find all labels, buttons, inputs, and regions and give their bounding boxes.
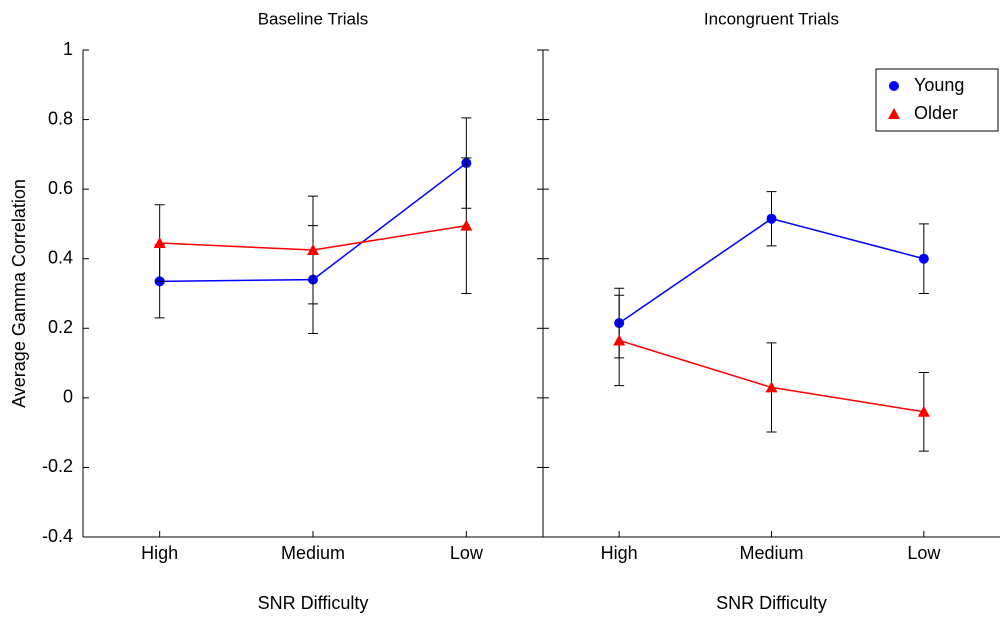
legend-label: Older <box>914 103 958 123</box>
x-axis-label: SNR Difficulty <box>716 593 827 613</box>
marker <box>460 219 473 231</box>
y-tick-label: 0 <box>63 387 73 407</box>
legend-label: Young <box>914 75 964 95</box>
y-tick-label: 0.8 <box>48 108 73 128</box>
y-tick-label: 0.2 <box>48 317 73 337</box>
y-axis-label: Average Gamma Correlation <box>9 179 29 408</box>
x-tick-label: High <box>141 543 178 563</box>
marker <box>613 334 626 346</box>
marker <box>889 81 899 91</box>
marker <box>888 108 900 119</box>
x-tick-label: Low <box>450 543 484 563</box>
x-axis-label: SNR Difficulty <box>258 593 369 613</box>
y-tick-label: 0.4 <box>48 247 73 267</box>
y-tick-label: -0.2 <box>42 456 73 476</box>
marker <box>766 213 777 224</box>
panel-title: Baseline Trials <box>258 9 369 28</box>
x-tick-label: Medium <box>281 543 345 563</box>
x-tick-label: High <box>601 543 638 563</box>
x-tick-label: Medium <box>739 543 803 563</box>
legend-box <box>875 68 999 132</box>
marker <box>153 237 166 249</box>
marker <box>307 244 319 256</box>
y-tick-label: 1 <box>63 39 73 59</box>
x-tick-label: Low <box>907 543 941 563</box>
panel-title: Incongruent Trials <box>704 9 839 28</box>
marker <box>917 405 930 417</box>
marker <box>765 381 778 393</box>
marker <box>918 253 929 264</box>
y-tick-label: 0.6 <box>48 178 73 198</box>
y-tick-label: -0.4 <box>42 526 73 546</box>
